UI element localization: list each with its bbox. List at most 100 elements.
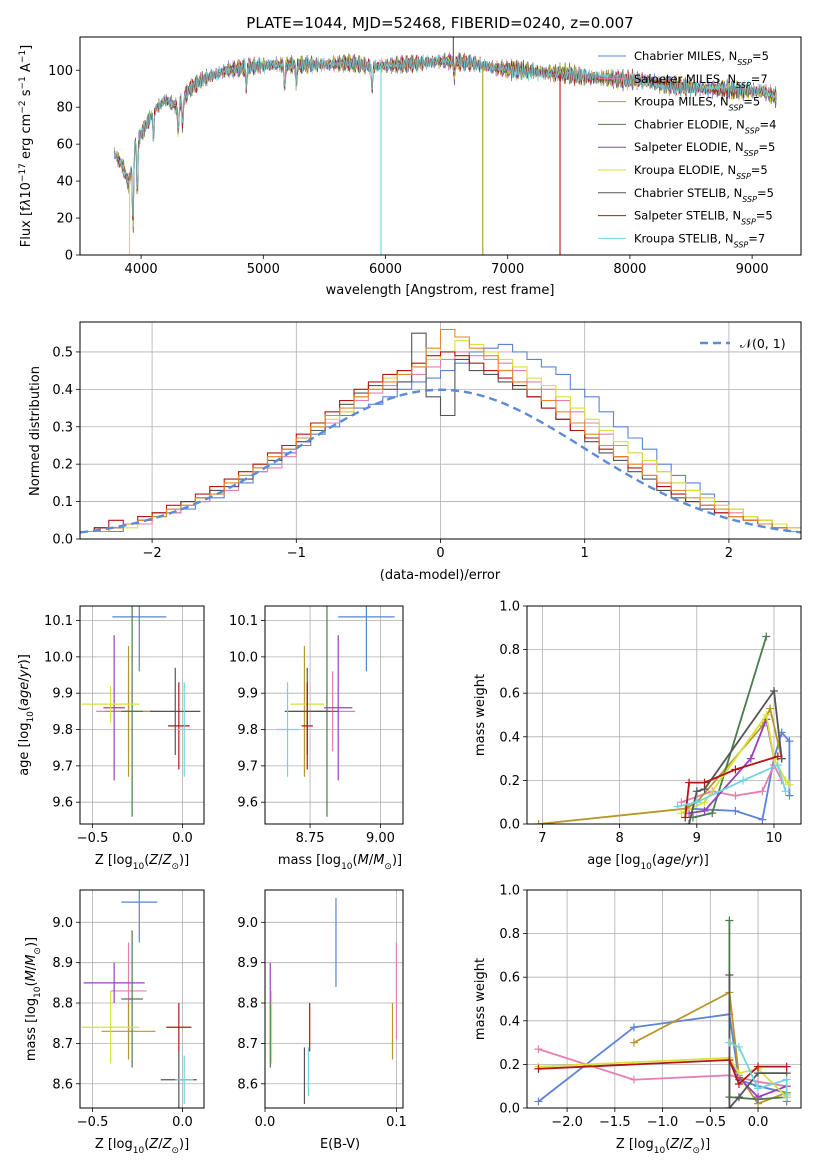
weight-marker (782, 1075, 791, 1084)
x-tick-label: 0.0 (255, 1115, 276, 1130)
y-tick-label: 9.6 (237, 796, 258, 811)
y-tick-label: 0.6 (499, 687, 520, 702)
weight-marker (534, 820, 543, 824)
legend-label-salpeter-elodie: Salpeter ELODIE, NSSP=5 (634, 140, 775, 158)
weight-marker (762, 632, 771, 641)
mass_vs_Z-grid (80, 890, 204, 1108)
errorbar-salpeter-elodie (324, 635, 353, 781)
weight-marker (534, 1064, 543, 1073)
weight-marker (734, 1042, 743, 1051)
age-vs-metallicity-panel: Z [log10(Z/Z⊙)] age [log10(age/yr)] −0.5… (17, 605, 205, 872)
y-tick-label: 0.8 (499, 927, 520, 942)
x-tick-label: −0.5 (695, 1115, 727, 1130)
legend-label-chabrier-miles: Chabrier MILES, NSSP=5 (634, 49, 769, 67)
weight-marker (629, 1023, 638, 1032)
age_vs_mass-grid (265, 606, 403, 824)
weight-marker (708, 809, 717, 818)
spectrum-xlabel: wavelength [Angstrom, rest frame] (326, 283, 555, 298)
x-tick-label: −1 (287, 546, 306, 561)
y-tick-label: 0.5 (52, 345, 73, 360)
y-tick-label: 0.0 (52, 533, 73, 548)
y-tick-label: 9.6 (52, 796, 73, 811)
x-tick-label: 4000 (125, 262, 158, 277)
errorbar-chabrier-miles (121, 890, 158, 943)
errorbar-kroupa-miles (101, 1003, 156, 1060)
spectrum-axes-frame (79, 36, 802, 256)
errorbar-chabrier-miles (338, 606, 395, 672)
y-tick-label: 10.1 (44, 614, 73, 629)
y-tick-label: 8.8 (52, 997, 73, 1012)
weight-marker (734, 1080, 743, 1089)
weight-marker (782, 1090, 791, 1099)
weight-marker (725, 1056, 734, 1065)
age_vs_Z-plot-area (81, 606, 201, 817)
age-vs-mass-panel: mass [log10(M/M⊙)] 8.75 9.00 9.6 9.7 9.8 9.9 1… (229, 605, 404, 872)
errorbar-salpeter-stelib (166, 1003, 192, 1052)
legend-count: =7 (751, 72, 768, 86)
spectrum-plot-area (113, 37, 777, 255)
x-tick-label: −2.0 (551, 1115, 583, 1130)
weight-marker (758, 787, 767, 796)
weight-series-salpeter-stelib (681, 752, 782, 822)
weight-marker (762, 711, 771, 719)
y-tick-label: 0.0 (499, 818, 520, 833)
y-tick-label: 8.6 (52, 1077, 73, 1092)
y-tick-label: 9.8 (52, 723, 73, 738)
mass-vs-metallicity-panel: Z [log10(Z/Z⊙)] mass [log10(M/M⊙)] −0.5 0… (24, 889, 205, 1156)
legend-subscript: SSP (729, 103, 744, 112)
errorbar-salpeter-elodie (83, 962, 145, 1004)
massE-xlabel: E(B-V) (320, 1137, 360, 1152)
y-tick-label: 0.4 (499, 1014, 520, 1029)
legend-subscript: SSP (741, 217, 756, 226)
legend-subscript: SSP (736, 80, 751, 89)
normal-reference-curve (80, 388, 801, 534)
x-tick-label: 8.75 (296, 831, 325, 846)
mass-vs-extinction-panel: E(B-V) 0.0 0.1 8.6 8.7 8.8 8.9 9.0 (237, 889, 407, 1152)
x-tick-label: 7 (538, 831, 546, 846)
weight-marker (781, 787, 790, 796)
weight-marker (731, 765, 740, 774)
y-tick-label: 10.0 (44, 650, 73, 665)
x-tick-label: 9 (693, 831, 701, 846)
legend-label-chabrier-stelib: Chabrier STELIB, NSSP=5 (634, 186, 774, 204)
x-tick-label: −0.5 (77, 831, 109, 846)
y-tick-label: 0.2 (499, 1058, 520, 1073)
age_vs_Z-grid (80, 606, 204, 824)
y-tick-label: 8.9 (237, 956, 258, 971)
weight_vs_age-plot-area (534, 632, 794, 824)
x-tick-label: 0.0 (748, 1115, 769, 1130)
weight-marker (739, 776, 748, 785)
x-tick-label: 0.0 (172, 1115, 193, 1130)
weight-marker (534, 1097, 543, 1106)
residual_histogram-axes-frame (79, 321, 802, 540)
weight-marker (681, 813, 690, 822)
errorbar-kroupa-elodie (81, 685, 140, 723)
y-tick-label: 0.1 (52, 495, 73, 510)
ageZ-xlabel: Z [log10(Z/Z⊙)] (95, 853, 189, 872)
weight-marker (734, 1093, 743, 1102)
massZ-ylabel: mass [log10(M/M⊙)] (24, 937, 43, 1061)
legend-label-kroupa-elodie: Kroupa ELODIE, NSSP=5 (634, 163, 768, 181)
legend-subscript: SSP (745, 126, 760, 135)
x-tick-label: 5000 (247, 262, 280, 277)
ageZ-ylabel: age [log10(age/yr)] (17, 654, 36, 776)
legend-count: =5 (743, 95, 760, 109)
x-tick-label: −1.5 (599, 1115, 631, 1130)
weight-marker (725, 916, 734, 925)
x-tick-label: 0.0 (172, 831, 193, 846)
legend-subscript: SSP (736, 172, 751, 181)
hist-legend: 𝒩(0, 1) (700, 336, 786, 351)
y-tick-label: 0.8 (499, 643, 520, 658)
y-tick-label: 40 (56, 175, 73, 190)
y-tick-label: 8.7 (52, 1037, 73, 1052)
x-tick-label: 7000 (491, 262, 524, 277)
spectrum-ylabel: Flux [fλ10−17 erg cm−2 s−1 A−1] (18, 45, 34, 247)
weight-line (681, 712, 791, 814)
mass_vs_Z-plot-area (81, 890, 197, 1108)
mass_vs_EBV-plot-area (269, 898, 398, 1104)
legend-count: =4 (760, 117, 777, 131)
legend-label-kroupa-stelib: Kroupa STELIB, NSSP=7 (634, 231, 765, 249)
weight-marker (629, 1038, 638, 1047)
massZ-xlabel: Z [log10(Z/Z⊙)] (95, 1137, 189, 1156)
weight-marker (754, 1062, 763, 1071)
